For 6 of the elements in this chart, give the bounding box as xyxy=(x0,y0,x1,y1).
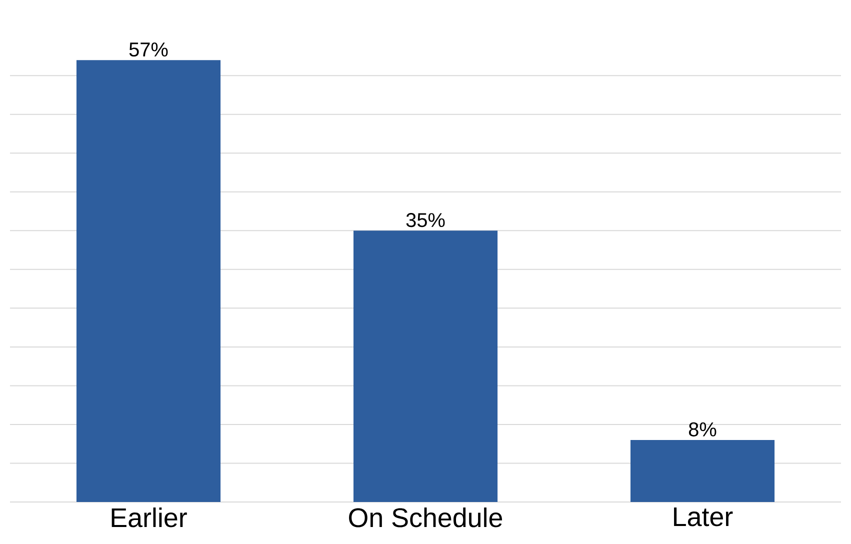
data-label: 57% xyxy=(129,42,168,57)
data-label: 35% xyxy=(406,213,445,228)
x-tick-label: Earlier xyxy=(112,508,187,528)
x-tick-label: Later xyxy=(674,508,733,526)
data-label: 8% xyxy=(688,422,716,436)
x-tick-label: On Schedule xyxy=(349,508,502,528)
